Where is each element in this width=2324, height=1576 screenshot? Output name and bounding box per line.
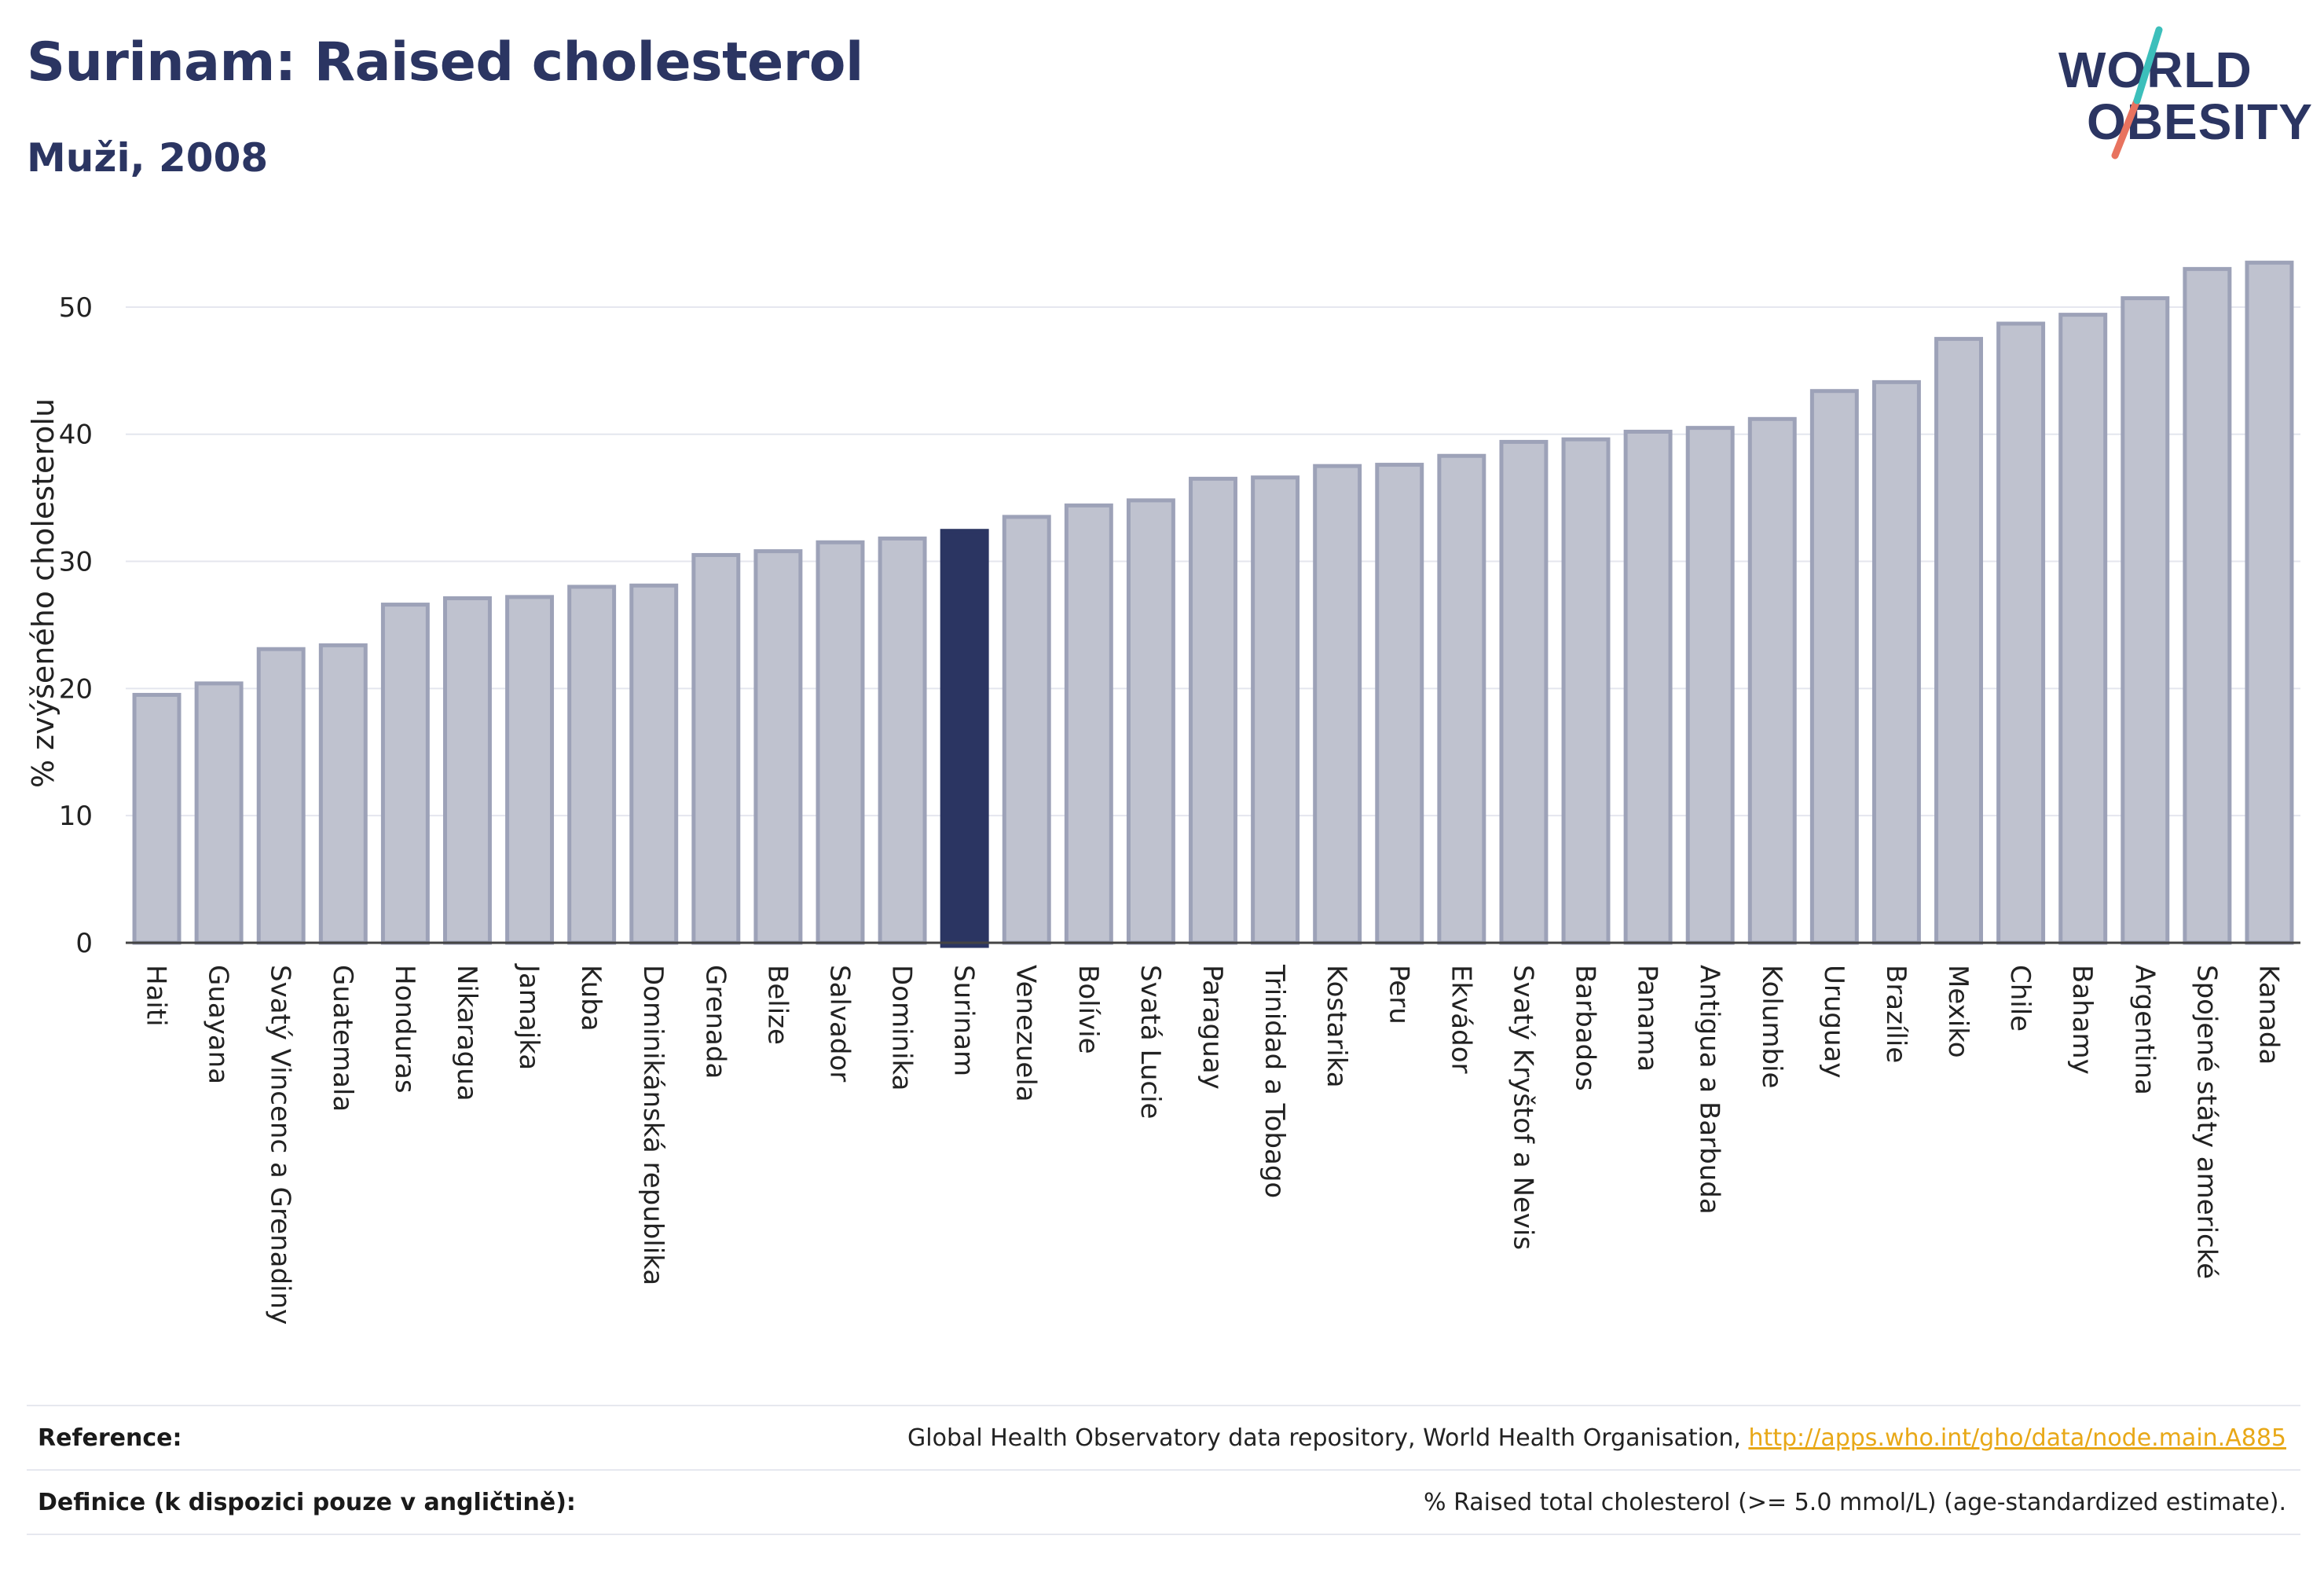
x-tick-label: Chile	[2004, 965, 2036, 1032]
reference-link[interactable]: http://apps.who.int/gho/data/node.main.A…	[1748, 1424, 2286, 1452]
definition-text: % Raised total cholesterol (>= 5.0 mmol/…	[1424, 1488, 2286, 1516]
y-tick-label: 50	[59, 292, 93, 324]
bar	[1871, 379, 1921, 945]
bar	[1064, 503, 1113, 945]
x-tick-label: Kostarika	[1321, 965, 1352, 1088]
x-tick-label: Svatý Kryštof a Nevis	[1507, 965, 1538, 1250]
bar	[940, 529, 989, 948]
bar	[1561, 437, 1611, 945]
bar	[380, 603, 430, 945]
bar	[878, 536, 927, 945]
bar	[132, 692, 181, 945]
x-tick-label: Bahamy	[2066, 965, 2098, 1075]
x-tick-label: Spojené státy americké	[2190, 965, 2222, 1279]
x-tick-label: Kuba	[575, 965, 607, 1032]
y-tick-label: 10	[59, 801, 93, 832]
bar	[2058, 313, 2108, 945]
bar-chart: 0 10 20 30 40 50 % zvýšeného cholesterolu Haiti…	[26, 260, 2300, 1325]
y-tick-label: 30	[59, 547, 93, 578]
reference-label: Reference:	[38, 1424, 182, 1452]
x-tick-label: Bolívie	[1072, 965, 1104, 1054]
x-tick-label: Panama	[1632, 965, 1663, 1072]
bar	[1375, 463, 1424, 945]
bar	[1437, 453, 1486, 945]
reference-row: Reference: Global Health Observatory dat…	[27, 1405, 2300, 1469]
x-tick-label: Guatemala	[327, 965, 358, 1112]
bar	[1313, 464, 1362, 945]
x-tick-label: Guayana	[203, 965, 234, 1084]
definition-row: Definice (k dispozici pouze v angličtině…	[27, 1469, 2300, 1535]
bar	[1685, 426, 1735, 945]
x-tick-label: Grenada	[699, 965, 731, 1079]
bar	[2245, 260, 2294, 945]
x-tick-label: Uruguay	[1818, 965, 1849, 1079]
y-tick-label: 0	[75, 928, 93, 959]
x-tick-label: Dominikánská republika	[637, 965, 669, 1285]
bar	[1126, 498, 1175, 945]
y-axis-label: % zvýšeného cholesterolu	[26, 398, 60, 788]
x-tick-label: Honduras	[389, 965, 420, 1094]
bar	[1809, 389, 1859, 945]
bar	[691, 552, 741, 945]
bar	[1623, 429, 1673, 945]
bar	[753, 549, 803, 945]
bar	[256, 647, 306, 945]
x-tick-label: Peru	[1383, 965, 1414, 1024]
x-tick-label: Nikaragua	[451, 965, 482, 1101]
bar	[194, 681, 244, 945]
x-tick-label: Kanada	[2253, 965, 2284, 1065]
x-tick-label: Brazílie	[1880, 965, 1912, 1063]
bar	[1251, 475, 1300, 945]
reference-value: Global Health Observatory data repositor…	[907, 1424, 2300, 1452]
x-tick-label: Haiti	[141, 965, 172, 1027]
x-tick-label: Venezuela	[1010, 965, 1042, 1102]
world-obesity-logo: WORLD OBESITY	[2043, 24, 2312, 165]
x-tick-label: Surinam	[948, 965, 980, 1076]
chart-title: Surinam: Raised cholesterol	[27, 31, 863, 93]
x-tick-label: Dominika	[886, 965, 918, 1090]
x-tick-label: Salvador	[823, 965, 855, 1082]
x-tick-label: Antigua a Barbuda	[1694, 965, 1725, 1215]
definition-label: Definice (k dispozici pouze v angličtině…	[38, 1488, 576, 1516]
y-tick-label: 40	[59, 420, 93, 451]
reference-text: Global Health Observatory data repositor…	[907, 1424, 1749, 1452]
x-tick-label: Trinidad a Tobago	[1259, 964, 1290, 1198]
bar	[318, 643, 368, 945]
bar	[1747, 416, 1797, 945]
x-tick-label: Argentina	[2128, 965, 2160, 1095]
x-tick-label: Paraguay	[1197, 965, 1228, 1090]
x-tick-label: Barbados	[1570, 965, 1601, 1091]
bar	[1002, 515, 1051, 945]
bar	[567, 585, 617, 945]
bar	[2121, 296, 2170, 945]
x-tick-label: Svatá Lucie	[1135, 965, 1166, 1119]
x-tick-label: Kolumbie	[1756, 965, 1787, 1088]
bar	[816, 540, 865, 945]
bar	[443, 596, 492, 945]
logo-slash-icon	[2111, 26, 2163, 159]
x-tick-label: Ekvádor	[1445, 965, 1476, 1074]
x-tick-label: Mexiko	[1942, 965, 1974, 1058]
x-tick-label: Jamajka	[513, 963, 544, 1070]
x-tick-label: Belize	[761, 965, 793, 1045]
bar	[1996, 321, 2046, 945]
bar	[1189, 476, 1237, 945]
bar	[1499, 439, 1549, 945]
bar	[629, 583, 679, 945]
bar	[1934, 336, 1983, 945]
chart-subtitle: Muži, 2008	[27, 135, 269, 181]
y-tick-label: 20	[59, 673, 93, 705]
bar	[2183, 266, 2232, 945]
bar	[505, 595, 555, 945]
x-tick-label: Svatý Vincenc a Grenadiny	[265, 965, 296, 1325]
